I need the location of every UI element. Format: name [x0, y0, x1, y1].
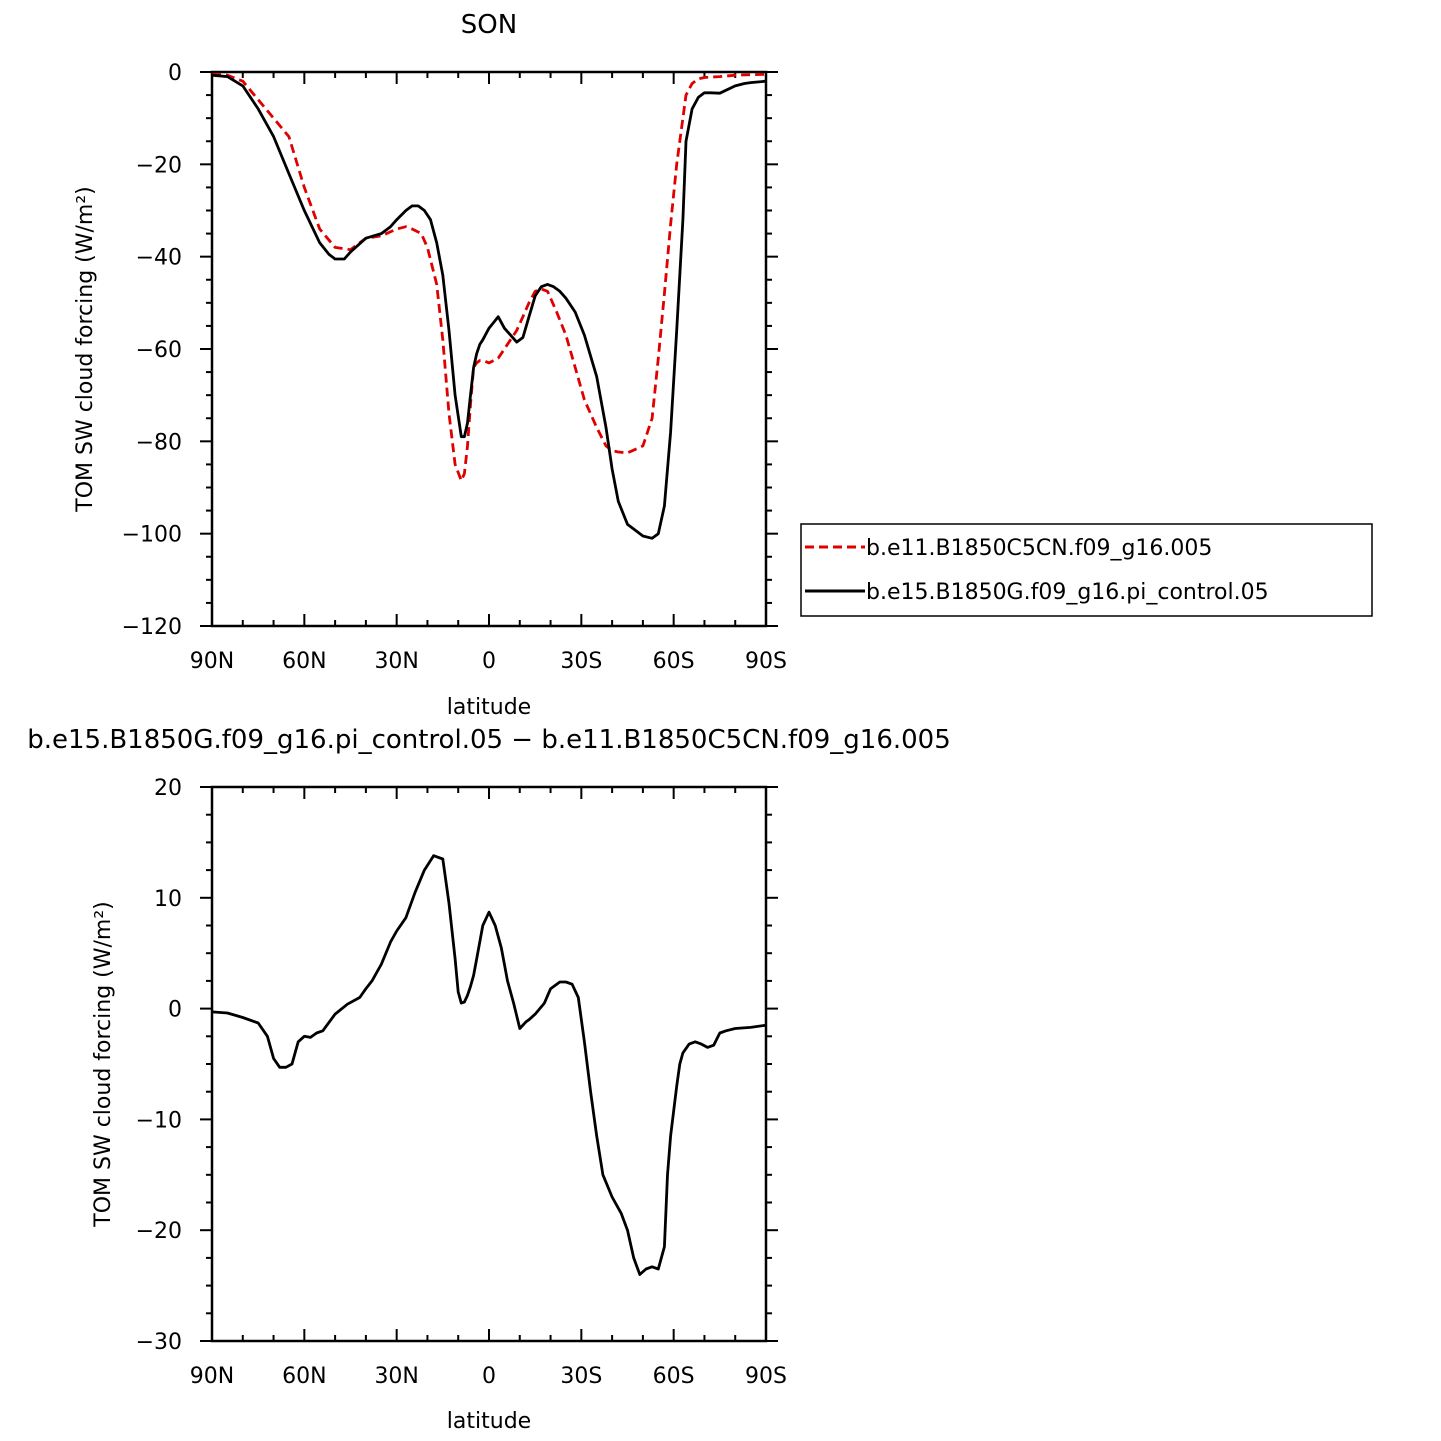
- x-tick-label: 60S: [653, 649, 695, 674]
- y-tick-label: −100: [122, 523, 182, 548]
- x-tick-label: 60N: [282, 1364, 326, 1389]
- y-tick-label: −30: [136, 1330, 182, 1355]
- bottom-chart-panel: b.e15.B1850G.f09_g16.pi_control.05 − b.e…: [27, 725, 951, 1434]
- x-tick-label: 90N: [190, 649, 234, 674]
- y-tick-label: −60: [136, 338, 182, 363]
- legend-box: [800, 523, 1373, 617]
- bottom-chart-series-group: [211, 854, 767, 1276]
- y-tick-label: 0: [168, 61, 182, 86]
- x-tick-label: 30N: [374, 1364, 418, 1389]
- top-chart-panel: SON 90N 60N 30N 0 30S 60S 90S 0 −20 −40 −60 −80 −100…: [73, 10, 1373, 720]
- y-tick-label: 20: [154, 776, 182, 801]
- x-tick-label: 0: [482, 1364, 496, 1389]
- x-tick-label: 90S: [745, 1364, 787, 1389]
- top-chart-x-axis-label: latitude: [447, 695, 531, 720]
- top-chart-title: SON: [461, 10, 517, 40]
- bottom-chart-frame: [210, 785, 768, 1343]
- x-tick-label: 60S: [653, 1364, 695, 1389]
- x-tick-label: 30S: [560, 1364, 602, 1389]
- top-chart-y-axis-label: TOM SW cloud forcing (W/m²): [73, 186, 98, 512]
- x-tick-label: 30N: [374, 649, 418, 674]
- y-tick-label: −20: [136, 1219, 182, 1244]
- y-tick-label: 0: [168, 998, 182, 1023]
- x-tick-label: 90N: [190, 1364, 234, 1389]
- top-chart-ticks: 90N 60N 30N 0 30S 60S 90S 0 −20 −40 −60 −80 −100 −120: [122, 61, 787, 674]
- legend-label-series-2: b.e15.B1850G.f09_g16.pi_control.05: [866, 580, 1269, 605]
- x-tick-label: 30S: [560, 649, 602, 674]
- x-tick-label: 0: [482, 649, 496, 674]
- legend-label-series-1: b.e11.B1850C5CN.f09_g16.005: [866, 536, 1212, 561]
- y-tick-label: −20: [136, 153, 182, 178]
- y-tick-label: −40: [136, 246, 182, 271]
- y-tick-label: −10: [136, 1108, 182, 1133]
- bottom-chart-title: b.e15.B1850G.f09_g16.pi_control.05 − b.e…: [27, 725, 951, 755]
- top-chart-frame: [210, 70, 768, 628]
- top-chart-series-group: [211, 72, 767, 540]
- y-tick-label: 10: [154, 887, 182, 912]
- x-tick-label: 90S: [745, 649, 787, 674]
- chart-0-series-line-2: [211, 73, 767, 540]
- y-tick-label: −80: [136, 430, 182, 455]
- y-tick-label: −120: [122, 615, 182, 640]
- bottom-chart-y-axis-label: TOM SW cloud forcing (W/m²): [91, 901, 116, 1227]
- chart-1-series-line-1: [211, 854, 767, 1276]
- x-tick-label: 60N: [282, 649, 326, 674]
- bottom-chart-ticks: 90N 60N 30N 0 30S 60S 90S 20 10 0 −10 −20 −30: [136, 776, 787, 1389]
- bottom-chart-x-axis-label: latitude: [447, 1409, 531, 1434]
- top-chart-legend: b.e11.B1850C5CN.f09_g16.005 b.e15.B1850G…: [800, 523, 1373, 617]
